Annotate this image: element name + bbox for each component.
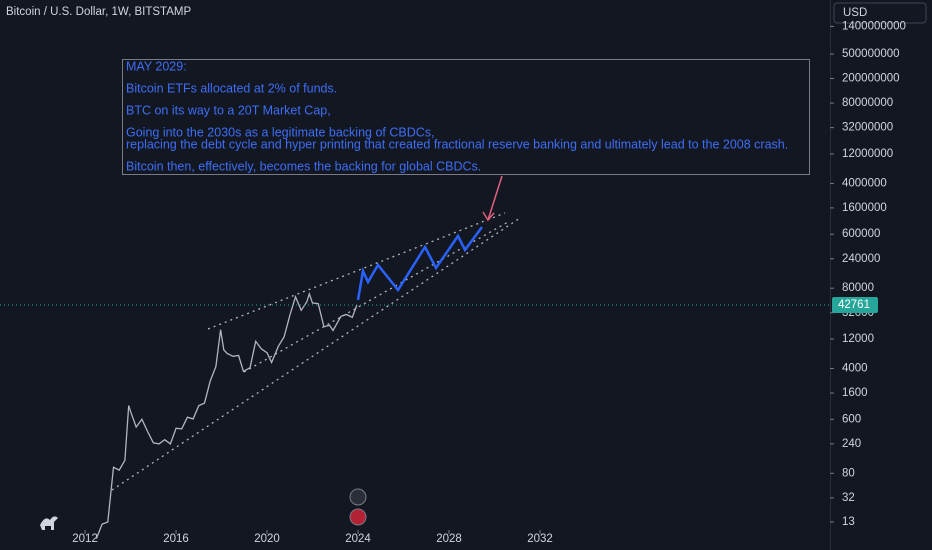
y-tick-label: 13	[842, 516, 855, 528]
projection-drawing	[356, 226, 484, 301]
y-tick-label: 240	[842, 438, 861, 450]
pointer-arrow	[487, 175, 503, 221]
x-tick-label: 2016	[163, 533, 189, 545]
last-price-tag	[832, 296, 878, 313]
currency-button[interactable]	[833, 2, 927, 24]
last-price-label: 42761	[838, 299, 870, 311]
x-tick-label: 2024	[345, 533, 371, 545]
x-tick-label: 2020	[254, 533, 280, 545]
y-tick-label: 600	[842, 413, 861, 425]
x-tick-label: 2012	[72, 533, 98, 545]
annotation-line: replacing the debt cycle and hyper print…	[126, 137, 788, 151]
y-tick-label: 32000000	[842, 122, 893, 134]
y-tick-label: 4000	[842, 363, 868, 375]
y-tick-label: 200000000	[842, 73, 900, 85]
y-tick-label: 12000	[842, 333, 874, 345]
annotation-line: Bitcoin ETFs allocated at 2% of funds.	[126, 81, 337, 95]
x-tick-label: 2028	[436, 533, 462, 545]
currency: USD	[843, 7, 867, 19]
y-tick-label: 80	[842, 467, 855, 479]
y-tick-label: 240000	[842, 253, 880, 265]
x-tick-label: 2032	[527, 533, 553, 545]
annotation-line: Bitcoin then, effectively, becomes the b…	[126, 159, 481, 173]
logo	[40, 516, 58, 530]
symbol-title: Bitcoin / U.S. Dollar, 1W, BITSTAMP	[6, 6, 191, 18]
y-tick-label: 1400000000	[842, 20, 906, 32]
event-icon[interactable]	[349, 508, 367, 526]
annotation: MAY 2029: Bitcoin ETFs allocated at 2% of…	[126, 59, 788, 173]
plot-area: 1400000000 500000000 200000000 80000000 3200…	[0, 20, 906, 545]
annotation-line: BTC on its way to a 20T Market Cap,	[126, 103, 331, 117]
y-tick-label: 80000	[842, 282, 874, 294]
event-icon[interactable]	[349, 488, 367, 506]
pointer-arrow-head	[482, 211, 495, 222]
y-tick-label: 80000000	[842, 97, 893, 109]
annotation-box	[122, 59, 810, 175]
y-tick-label: 1600000	[842, 202, 887, 214]
y-tick-label: 500000000	[842, 48, 900, 60]
y-tick-label: 4000000	[842, 177, 887, 189]
price-line	[95, 291, 358, 539]
y-tick-label: 600000	[842, 228, 880, 240]
y-tick-label: 1600	[842, 387, 868, 399]
annotation-line: Going into the 2030s as a legitimate bac…	[126, 125, 435, 139]
y-tick-label: 32	[842, 492, 855, 504]
y-tick-label: 12000000	[842, 148, 893, 160]
annotation-line: MAY 2029:	[126, 59, 187, 73]
